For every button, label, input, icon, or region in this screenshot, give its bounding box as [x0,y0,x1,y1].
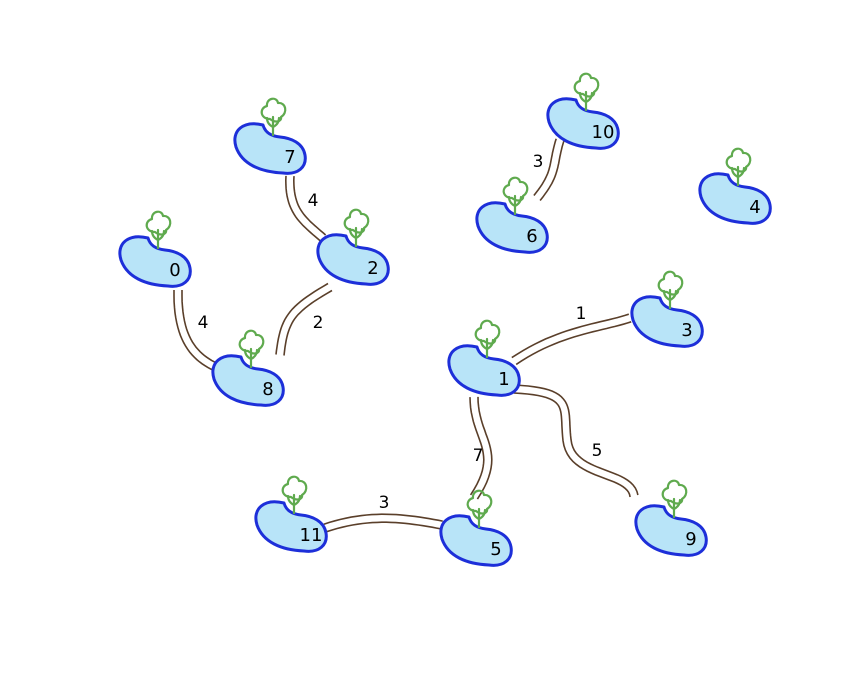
island-label: 11 [300,525,323,546]
bridge-rail [515,321,632,366]
island-label: 8 [262,379,273,400]
island-node-4: 4 [698,147,772,225]
tree-icon [145,210,172,250]
bridge-rail [181,290,221,366]
island-icon [634,504,708,557]
island-icon [211,354,285,407]
island-icon [439,514,513,567]
island-node-10: 10 [546,72,620,150]
tree-icon [238,329,265,369]
bridge-weight-label: 4 [308,191,319,211]
island-node-0: 0 [118,210,192,288]
bridge-rail [284,175,321,242]
island-icon [475,201,549,254]
islands-layer: 0 1 2 3 4 5 6 7 8 9 10 11 [118,72,772,567]
tree-icon [466,489,493,529]
island-label: 4 [749,197,760,218]
island-icon [254,500,328,553]
tree-icon [260,97,287,137]
island-node-5: 5 [439,489,513,567]
island-icon [447,344,521,397]
bridge-weight-label: 5 [592,441,603,461]
island-icon [233,122,307,175]
bridge-rail [511,313,630,359]
bridge-weight-label: 3 [533,152,544,172]
bridge-weight-label: 2 [313,313,324,333]
island-label: 9 [685,529,696,550]
tree-icon [343,208,370,248]
island-icon [630,295,704,348]
bridge-rail [514,384,639,496]
island-icon [546,97,620,150]
island-node-6: 6 [475,176,549,254]
bridge-rail [476,396,493,500]
bridge-weight-label: 3 [379,493,390,513]
tree-icon [725,147,752,187]
bridge-rail [173,290,217,373]
tree-icon [661,479,688,519]
bridge-rail [513,392,631,498]
bridge-rail [469,397,485,496]
bridges-layer: 4 4 2 3 1 7 5 3 [173,138,639,533]
island-icon [698,172,772,225]
bridge-rail [325,521,442,533]
island-node-3: 3 [630,270,704,348]
island-icon [316,233,390,286]
bridge-rail [275,282,329,355]
island-label: 5 [490,539,501,560]
bridge-1-3: 1 [511,304,632,366]
bridge-weight-label: 1 [576,304,587,324]
island-label: 0 [169,260,180,281]
bridge-rail [292,176,327,236]
bridge-weight-label: 7 [473,446,484,466]
tree-icon [474,319,501,359]
tree-icon [502,176,529,216]
island-node-11: 11 [254,475,328,553]
island-node-1: 1 [447,319,521,397]
island-node-7: 7 [233,97,307,175]
bridge-rail [539,140,565,202]
island-node-9: 9 [634,479,708,557]
island-label: 7 [284,147,295,168]
bridge-weight-label: 4 [198,313,209,333]
bridge-7-2: 4 [284,175,327,242]
island-icon [118,235,192,288]
island-label: 6 [526,226,537,247]
tree-icon [573,72,600,112]
island-node-8: 8 [211,329,285,407]
island-label: 2 [367,258,378,279]
bridge-0-8: 4 [173,290,221,373]
bridge-1-5: 7 [469,396,493,500]
island-label: 10 [592,122,615,143]
bridge-rail [283,289,333,356]
bridge-2-8: 2 [275,282,333,356]
island-node-2: 2 [316,208,390,286]
bridge-rail [533,138,557,196]
bridge-10-6: 3 [533,138,565,202]
tree-icon [657,270,684,310]
island-label: 1 [498,369,509,390]
bridge-11-5: 3 [323,493,443,533]
island-label: 3 [681,320,692,341]
bridge-1-9: 5 [513,384,639,498]
tree-icon [281,475,308,515]
bridge-rail [323,513,443,525]
